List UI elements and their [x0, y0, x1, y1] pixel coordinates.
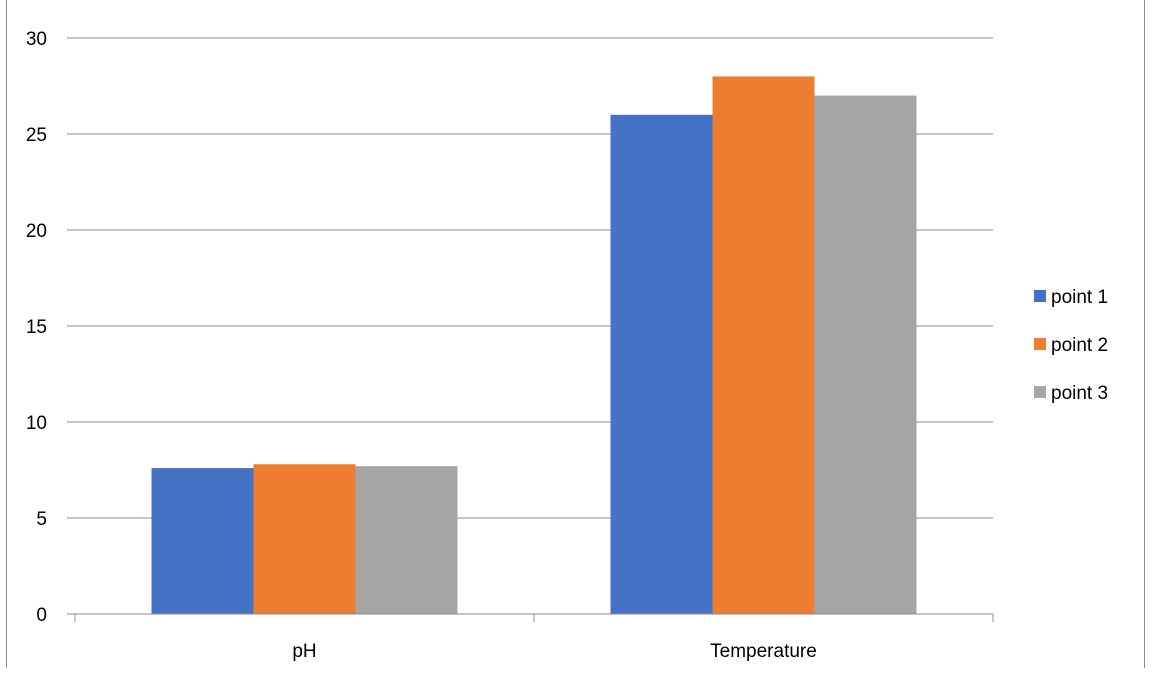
y-axis-tick-labels: 0 5 10 15 20 25 30	[26, 29, 47, 626]
legend: point 1 point 2 point 3	[1034, 287, 1108, 404]
legend-label: point 1	[1051, 287, 1108, 308]
y-tick-label: 25	[26, 125, 47, 146]
chart-frame	[6, 0, 1145, 668]
bar-point-3-temperature	[814, 95, 917, 615]
legend-label: point 2	[1051, 335, 1108, 356]
y-tick-label: 15	[26, 317, 47, 338]
bar-point-2-ph	[253, 464, 356, 614]
x-tick-label: pH	[292, 641, 316, 662]
y-tick-label: 5	[36, 509, 47, 530]
legend-swatch	[1034, 386, 1046, 398]
legend-swatch	[1034, 338, 1046, 350]
legend-label: point 3	[1051, 383, 1108, 404]
x-tick-label: Temperature	[710, 641, 817, 662]
bar-point-3-ph	[355, 466, 458, 614]
y-tick-label: 30	[26, 29, 47, 50]
legend-swatch	[1034, 290, 1046, 302]
x-axis-tick-labels: pH Temperature	[292, 641, 816, 662]
y-tick-label: 10	[26, 413, 47, 434]
x-axis	[67, 613, 994, 622]
bar-point-1-ph	[151, 468, 254, 614]
bar-point-2-temperature	[712, 76, 815, 614]
bar-point-1-temperature	[610, 114, 713, 615]
bars	[151, 76, 917, 615]
y-tick-label: 20	[26, 221, 47, 242]
y-tick-label: 0	[36, 605, 47, 626]
